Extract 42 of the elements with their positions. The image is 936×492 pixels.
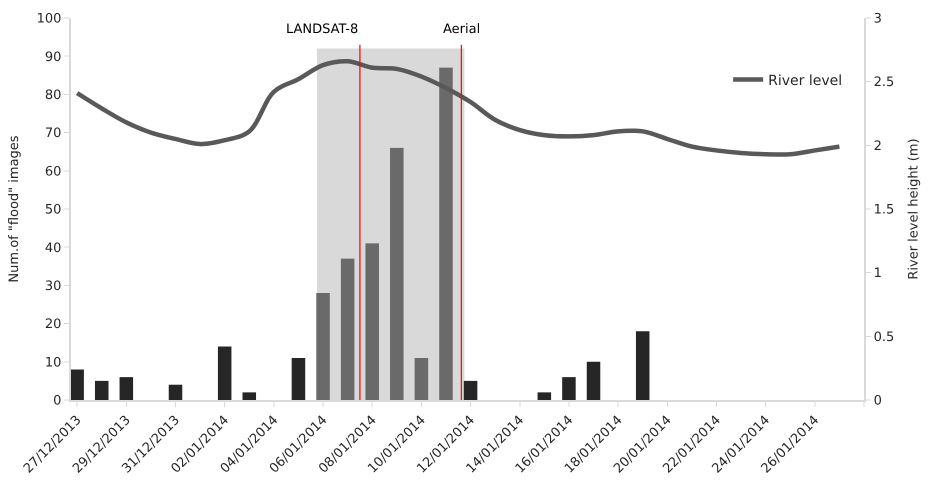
y2-tick-label: 0 bbox=[874, 394, 882, 409]
y-tick-label: 80 bbox=[44, 88, 62, 103]
bar bbox=[71, 369, 84, 400]
y-tick-label: 20 bbox=[44, 317, 62, 332]
y-tick-label: 90 bbox=[44, 50, 62, 65]
ref-line-label: Aerial bbox=[443, 22, 480, 37]
bar bbox=[562, 377, 576, 400]
bar bbox=[316, 293, 330, 400]
y2-tick-label: 1 bbox=[874, 266, 882, 282]
y-tick-label: 40 bbox=[44, 240, 62, 256]
y-tick-label: 30 bbox=[44, 278, 62, 294]
y-tick-label: 100 bbox=[36, 12, 62, 27]
bar bbox=[218, 346, 232, 400]
bar bbox=[586, 362, 600, 400]
legend-label: River level bbox=[768, 72, 842, 89]
y2-axis-title: River level height (m) bbox=[906, 138, 922, 280]
bar bbox=[538, 392, 552, 400]
y-tick-label: 70 bbox=[44, 126, 62, 142]
ref-line-label: LANDSAT-8 bbox=[286, 22, 358, 37]
y2-tick-label: 0.5 bbox=[874, 330, 894, 345]
bar bbox=[340, 258, 354, 400]
bar bbox=[414, 358, 428, 400]
bar bbox=[292, 358, 306, 400]
bar bbox=[636, 331, 650, 400]
bar bbox=[168, 384, 182, 400]
bar bbox=[120, 377, 134, 400]
y2-tick-label: 3 bbox=[874, 12, 882, 27]
y-tick-label: 0 bbox=[53, 394, 62, 409]
y-tick-label: 60 bbox=[44, 164, 62, 180]
bar bbox=[390, 148, 404, 400]
bar bbox=[464, 380, 478, 400]
bar bbox=[439, 68, 453, 400]
line-series bbox=[74, 59, 842, 157]
y2-tick-label: 1.5 bbox=[874, 202, 894, 218]
y-tick-label: 10 bbox=[44, 355, 62, 370]
bar bbox=[242, 392, 256, 400]
bar bbox=[365, 243, 379, 400]
bar bbox=[94, 380, 108, 400]
y2-tick-label: 2 bbox=[874, 138, 882, 154]
y2-tick-label: 2.5 bbox=[874, 75, 894, 90]
y-axis-title: Num.of "flood" images bbox=[7, 135, 22, 283]
y-tick-label: 50 bbox=[44, 202, 62, 218]
